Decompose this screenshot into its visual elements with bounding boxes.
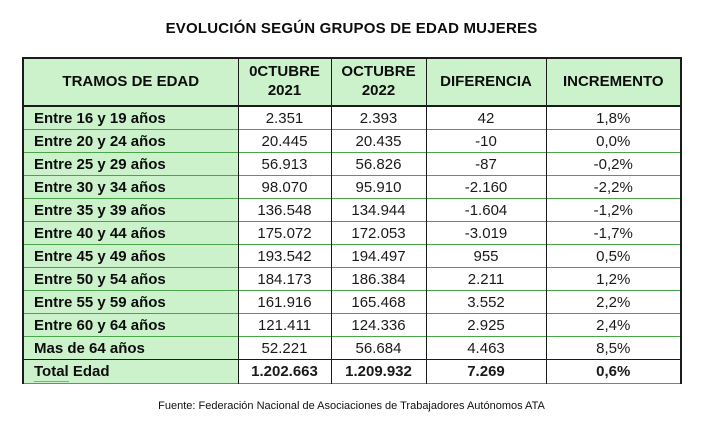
value-cell: 2.211 [425,267,546,291]
value-cell: 1,8% [545,106,681,130]
age-group-label-cell: Entre 35 y 39 años [23,198,238,222]
value-cell: 2.393 [330,106,426,130]
table-row: Entre 35 y 39 años 136.548 134.944 -1.604 -1… [23,198,681,222]
total-row: Total Edad 1.202.663 1.209.932 7.269 0,6% [23,359,681,384]
col-header-diferencia: DIFERENCIA [425,58,546,107]
value-cell: 1.202.663 [237,359,331,384]
age-group-label-cell: Entre 60 y 64 años [23,313,238,337]
value-cell: 56.684 [330,336,426,360]
value-cell: 95.910 [330,175,426,199]
value-cell: 56.913 [237,152,331,176]
value-cell: 175.072 [237,221,331,245]
value-cell: -1,2% [545,198,681,222]
table-row: Entre 50 y 54 años 184.173 186.384 2.211 1,2… [23,267,681,291]
value-cell: 3.552 [425,290,546,314]
col-header-octubre-2022: OCTUBRE 2022 [330,58,426,107]
value-cell: -0,2% [545,152,681,176]
value-cell: 0,0% [545,129,681,153]
age-group-label-cell: Entre 30 y 34 años [23,175,238,199]
value-cell: -2,2% [545,175,681,199]
page-title: EVOLUCIÓN SEGÚN GRUPOS DE EDAD MUJERES [165,20,538,37]
value-cell: 7.269 [425,359,546,384]
value-cell: 52.221 [237,336,331,360]
table-row: Entre 45 y 49 años 193.542 194.497 955 0,5% [23,244,681,268]
total-label-underlined-word: Total [34,363,69,382]
table-row: Entre 25 y 29 años 56.913 56.826 -87 -0,2% [23,152,681,176]
value-cell: 2.925 [425,313,546,337]
value-cell: 20.445 [237,129,331,153]
value-cell: 8,5% [545,336,681,360]
table-row: Mas de 64 años 52.221 56.684 4.463 8,5% [23,336,681,360]
value-cell: 194.497 [330,244,426,268]
age-group-label-cell: Entre 16 y 19 años [23,106,238,130]
table-row: Entre 40 y 44 años 175.072 172.053 -3.019 -1… [23,221,681,245]
value-cell: 161.916 [237,290,331,314]
age-group-label-cell: Total Edad [23,359,238,384]
table-row: Entre 55 y 59 años 161.916 165.468 3.552 2,2… [23,290,681,314]
value-cell: 121.411 [237,313,331,337]
value-cell: 0,5% [545,244,681,268]
value-cell: -87 [425,152,546,176]
age-groups-table: TRAMOS DE EDAD 0CTUBRE 2021 OCTUBRE 2022… [22,57,682,384]
value-cell: 2,4% [545,313,681,337]
value-cell: 134.944 [330,198,426,222]
age-group-label-cell: Entre 55 y 59 años [23,290,238,314]
value-cell: 4.463 [425,336,546,360]
table-body: Entre 16 y 19 años 2.351 2.393 42 1,8% Entre … [23,106,681,384]
value-cell: 0,6% [545,359,681,384]
value-cell: 1.209.932 [330,359,426,384]
value-cell: 98.070 [237,175,331,199]
table-row: Entre 60 y 64 años 121.411 124.336 2.925 2,4… [23,313,681,337]
value-cell: 2,2% [545,290,681,314]
table-row: Entre 16 y 19 años 2.351 2.393 42 1,8% [23,106,681,130]
value-cell: 172.053 [330,221,426,245]
value-cell: 2.351 [237,106,331,130]
age-group-label-cell: Entre 20 y 24 años [23,129,238,153]
value-cell: -1.604 [425,198,546,222]
value-cell: 165.468 [330,290,426,314]
value-cell: -1,7% [545,221,681,245]
age-group-label-cell: Entre 50 y 54 años [23,267,238,291]
table-row: Entre 30 y 34 años 98.070 95.910 -2.160 -2,2… [23,175,681,199]
value-cell: 42 [425,106,546,130]
value-cell: 1,2% [545,267,681,291]
age-group-label-cell: Entre 25 y 29 años [23,152,238,176]
value-cell: -3.019 [425,221,546,245]
col-header-tramos-de-edad: TRAMOS DE EDAD [23,58,238,107]
value-cell: 56.826 [330,152,426,176]
age-group-label-cell: Entre 40 y 44 años [23,221,238,245]
col-header-octubre-2021: 0CTUBRE 2021 [237,58,331,107]
value-cell: -2.160 [425,175,546,199]
table-row: Entre 20 y 24 años 20.445 20.435 -10 0,0% [23,129,681,153]
value-cell: 184.173 [237,267,331,291]
source-footnote: Fuente: Federación Nacional de Asociacio… [158,400,545,412]
col-header-incremento: INCREMENTO [545,58,681,107]
value-cell: 20.435 [330,129,426,153]
age-group-label-cell: Entre 45 y 49 años [23,244,238,268]
age-group-label-cell: Mas de 64 años [23,336,238,360]
value-cell: 193.542 [237,244,331,268]
value-cell: 955 [425,244,546,268]
value-cell: 124.336 [330,313,426,337]
value-cell: -10 [425,129,546,153]
value-cell: 136.548 [237,198,331,222]
value-cell: 186.384 [330,267,426,291]
header-row: TRAMOS DE EDAD 0CTUBRE 2021 OCTUBRE 2022… [23,58,681,107]
